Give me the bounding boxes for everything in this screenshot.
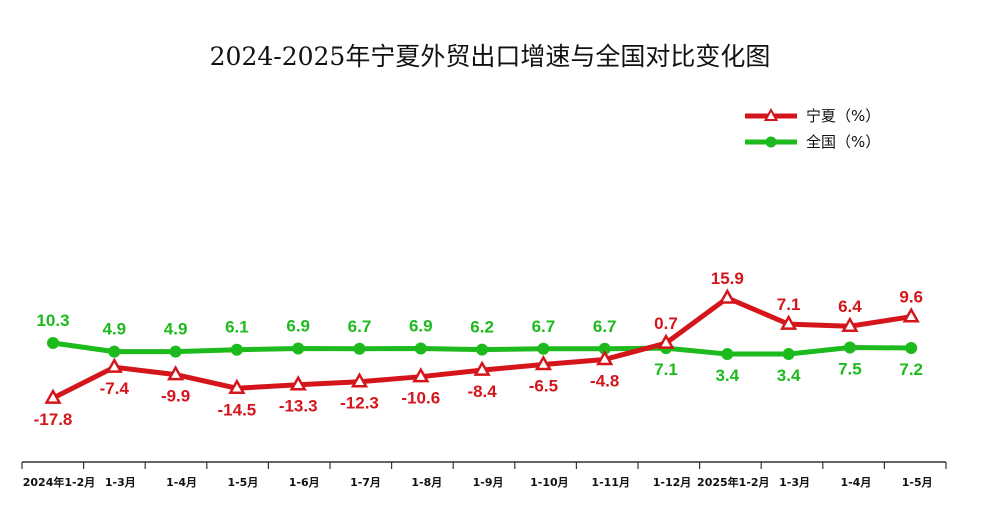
national-data-label: 6.7 [593,317,617,336]
ningxia-point [902,307,920,323]
ningxia-data-label: 15.9 [711,269,744,288]
national-point [47,337,59,350]
ningxia-point [779,314,798,330]
national-data-label: 7.5 [838,360,862,379]
x-tick-label: 1-9月 [473,476,504,489]
national-point [353,342,366,355]
national-data-label: 7.2 [899,360,923,379]
ningxia-data-label: -7.4 [100,379,130,398]
legend-item-ningxia: 宁夏（%） [745,107,880,125]
national-point [476,343,489,356]
x-tick-label: 1-8月 [411,476,442,489]
ningxia-point [44,388,62,404]
x-tick-label: 1-3月 [779,476,810,489]
national-point [108,345,121,358]
national-point [598,342,611,355]
ningxia-data-label: -6.5 [529,377,558,396]
national-data-label: 7.1 [654,360,678,379]
ningxia-point [350,372,369,388]
ningxia-data-label: -12.3 [340,394,379,413]
national-data-label: 6.7 [532,317,556,336]
x-axis: 2024年1-2月 1-3月 1-4月 1-5月 1-6月 1-7月 1-8月 1-9月 1-1… [21,461,947,489]
national-data-label: 6.9 [286,316,310,335]
x-tick-label: 1-11月 [591,476,630,489]
national-point [905,341,918,354]
ningxia-point [534,354,553,371]
ningxia-point [596,349,614,366]
legend-circle-marker [765,136,777,148]
national-point [414,342,427,355]
national-data-label: 6.2 [470,318,494,337]
national-point [230,343,243,356]
x-tick-label: 1-4月 [166,476,197,489]
ningxia-data-label: -8.4 [467,382,497,401]
data-labels: 10.3 -17.8 4.9 -7.4 4.9 -9.9 6.1 -14.5 6.9 -13.3 6… [34,269,923,429]
national-data-label: 3.4 [715,366,739,385]
national-point [169,345,182,358]
ningxia-point [228,378,246,395]
ningxia-data-label: -4.8 [590,371,619,390]
ningxia-point [105,357,123,373]
ningxia-data-label: 9.6 [899,288,923,307]
ningxia-point [412,367,430,383]
legend-label-ningxia: 宁夏（%） [806,107,880,125]
ningxia-point [718,288,736,304]
ningxia-data-label: -13.3 [279,397,318,416]
x-tick-label: 2025年1-2月 [697,475,770,489]
national-data-label: 6.1 [225,318,249,337]
national-data-label: 10.3 [36,311,69,330]
ningxia-data-label: -17.8 [34,410,73,429]
national-data-label: 6.7 [348,317,372,336]
ningxia-data-label: -9.9 [161,387,190,406]
x-tick-label: 1-12月 [653,476,692,489]
national-data-label: 3.4 [777,366,801,385]
ningxia-point [841,316,859,332]
legend-item-national: 全国（%） [745,133,880,151]
national-point [721,348,734,361]
x-tick-label: 1-3月 [105,476,136,489]
ningxia-data-label: 0.7 [654,314,678,333]
x-tick-label: 1-10月 [530,476,569,489]
ningxia-point [657,333,675,349]
ningxia-point [289,375,307,391]
series-layer [44,288,920,404]
ningxia-data-label: -14.5 [218,400,257,419]
x-tick-label: 2024年1-2月 [23,475,96,489]
national-point [782,348,795,361]
ningxia-data-label: -10.6 [401,389,440,408]
national-data-label: 4.9 [164,320,188,339]
legend-triangle-marker [763,107,779,121]
chart-title: 2024-2025年宁夏外贸出口增速与全国对比变化图 [210,42,771,71]
x-tick-label: 1-7月 [350,476,381,489]
national-data-label: 4.9 [102,320,126,339]
national-data-label: 6.9 [409,316,433,335]
legend-label-national: 全国（%） [806,133,880,151]
national-point [292,342,305,355]
ningxia-data-label: 6.4 [838,297,862,316]
x-tick-label: 1-5月 [227,476,258,489]
national-point [843,341,856,354]
ningxia-point [473,360,491,376]
legend: 宁夏（%） 全国（%） [745,107,880,151]
ningxia-data-label: 7.1 [777,295,801,314]
x-tick-label: 1-6月 [289,476,320,489]
x-tick-label: 1-4月 [840,476,871,489]
x-tick-label: 1-5月 [902,476,933,489]
ningxia-point [166,365,185,381]
national-point [537,342,550,355]
